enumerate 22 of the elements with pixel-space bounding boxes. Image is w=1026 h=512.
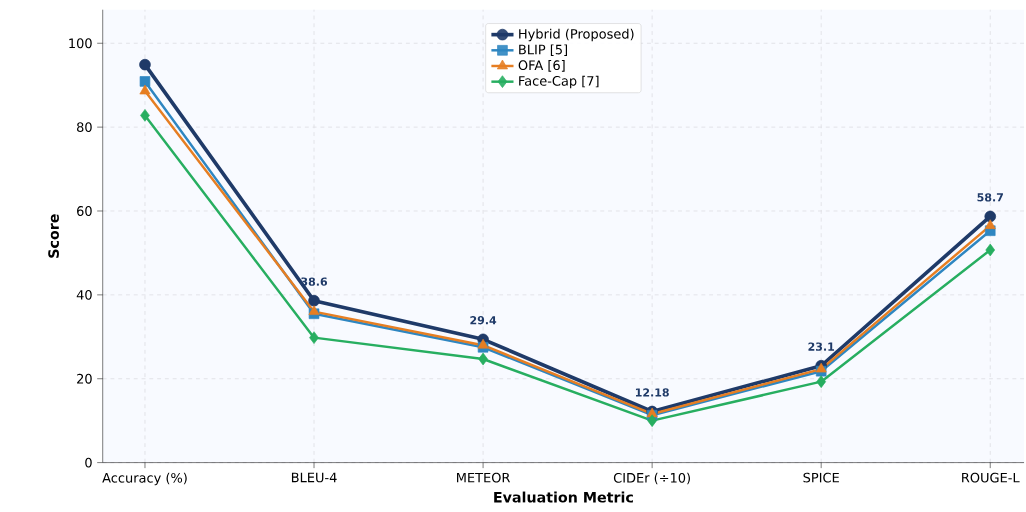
legend-label: OFA [6] (518, 60, 565, 72)
x-tick-label: SPICE (803, 472, 839, 483)
x-tick-label: Accuracy (%) (102, 472, 187, 486)
legend-label: BLIP [5] (519, 44, 567, 56)
y-tick-label: 60 (77, 206, 92, 216)
x-tick-label: BLEU-4 (291, 472, 337, 483)
y-tick-label: 40 (76, 289, 92, 300)
x-tick-label: ROUGE-L (962, 472, 1020, 483)
y-tick-label: 0 (85, 457, 92, 468)
y-tick-label: 80 (76, 122, 92, 132)
legend-label: Face-Cap [7] (519, 75, 599, 89)
data-label: 12.18 (635, 388, 669, 397)
y-tick-label: 20 (77, 373, 92, 384)
legend-label: Hybrid (Proposed) (519, 28, 634, 42)
x-axis-title: Evaluation Metric (494, 491, 633, 503)
y-tick-label: 100 (69, 38, 92, 49)
y-axis-title: Score (48, 214, 59, 258)
x-tick-label: METEOR (457, 472, 511, 483)
data-label: 29.4 (470, 315, 497, 325)
x-tick-label: CIDEr (÷10) (613, 472, 690, 485)
data-label: 58.7 (977, 193, 1003, 202)
data-label: 23.1 (808, 342, 835, 351)
